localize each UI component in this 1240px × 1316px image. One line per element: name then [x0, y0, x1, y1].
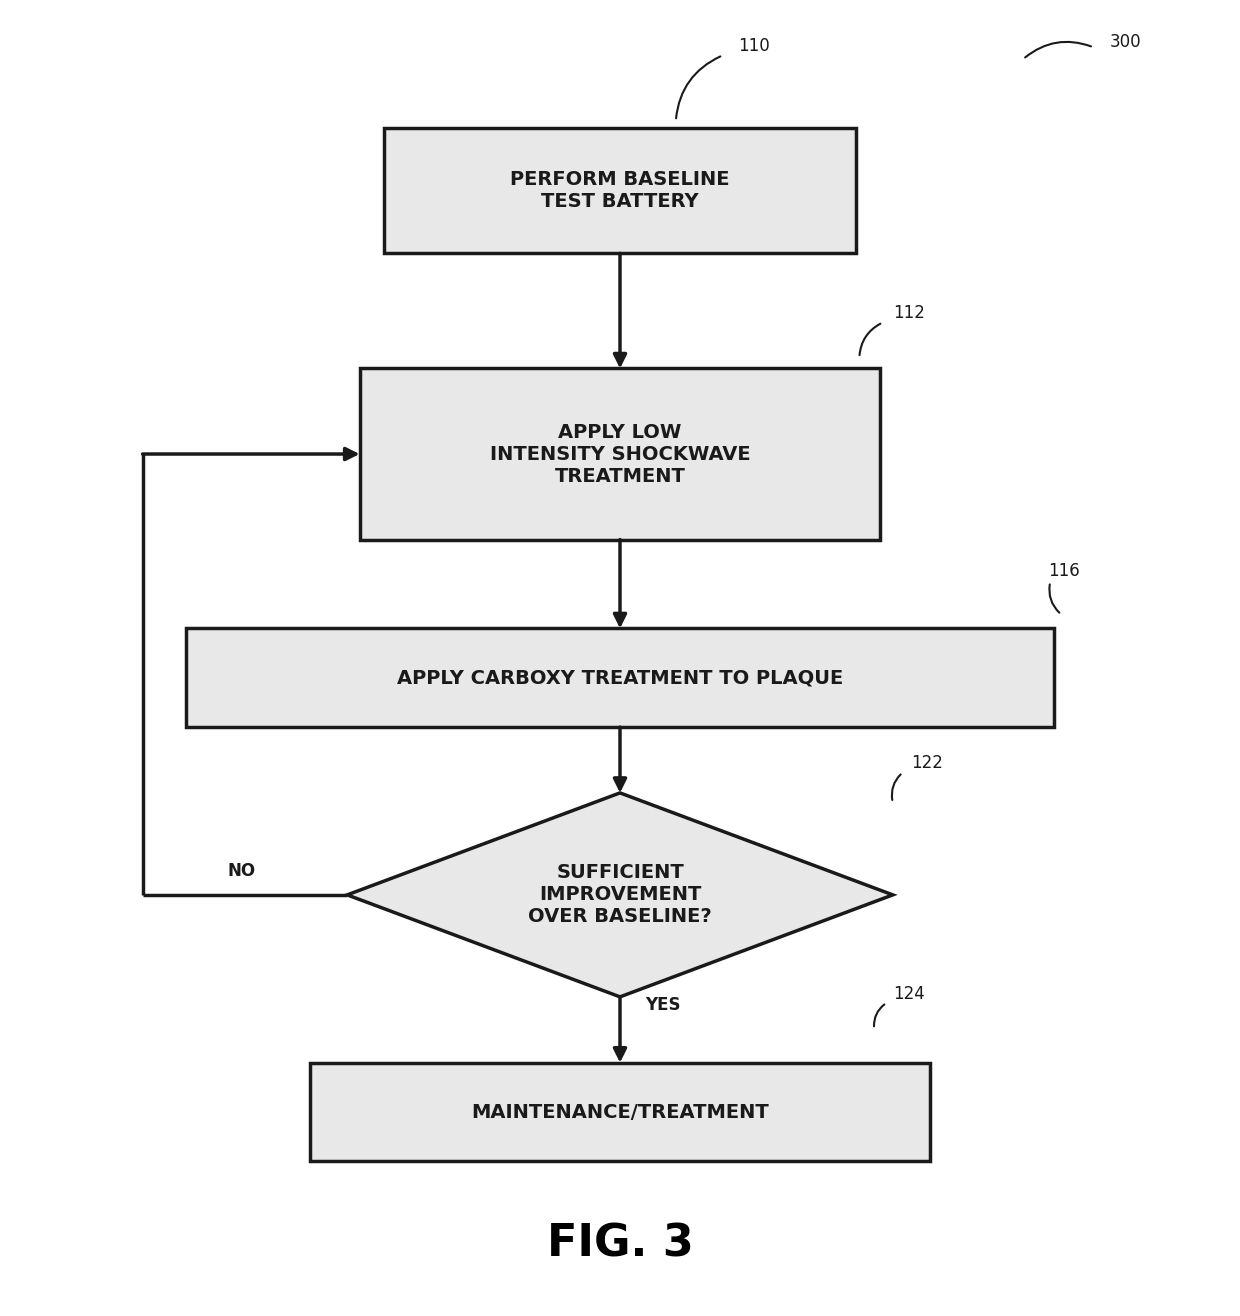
Text: 124: 124: [893, 984, 925, 1003]
Bar: [310, 1063, 930, 1162]
Text: SUFFICIENT
IMPROVEMENT
OVER BASELINE?: SUFFICIENT IMPROVEMENT OVER BASELINE?: [528, 863, 712, 926]
Bar: [186, 629, 1054, 726]
Text: FIG. 3: FIG. 3: [547, 1223, 693, 1265]
Text: NO: NO: [228, 862, 255, 880]
Text: 122: 122: [911, 754, 944, 772]
Text: MAINTENANCE/TREATMENT: MAINTENANCE/TREATMENT: [471, 1103, 769, 1121]
Text: APPLY CARBOXY TREATMENT TO PLAQUE: APPLY CARBOXY TREATMENT TO PLAQUE: [397, 669, 843, 687]
Bar: [384, 128, 856, 253]
Text: 112: 112: [893, 304, 925, 322]
Text: APPLY LOW
INTENSITY SHOCKWAVE
TREATMENT: APPLY LOW INTENSITY SHOCKWAVE TREATMENT: [490, 422, 750, 486]
Text: 116: 116: [1048, 562, 1080, 580]
Text: 300: 300: [1110, 33, 1142, 51]
Text: 110: 110: [738, 37, 770, 55]
Text: YES: YES: [645, 996, 681, 1015]
Bar: [360, 368, 880, 540]
Polygon shape: [347, 792, 893, 998]
Text: PERFORM BASELINE
TEST BATTERY: PERFORM BASELINE TEST BATTERY: [510, 170, 730, 212]
